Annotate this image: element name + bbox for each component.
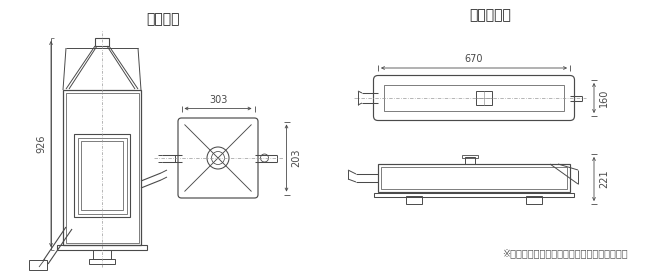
Bar xyxy=(384,85,564,111)
Bar xyxy=(77,138,126,213)
Text: ※寸法などはニーズに合わせて設計致します。: ※寸法などはニーズに合わせて設計致します。 xyxy=(502,248,628,258)
Bar xyxy=(475,91,491,105)
Bar xyxy=(378,164,570,192)
Bar xyxy=(381,167,567,189)
Text: 160: 160 xyxy=(599,89,609,107)
Text: トンネル型: トンネル型 xyxy=(469,8,511,22)
Bar xyxy=(95,38,109,46)
Bar xyxy=(462,155,478,158)
Bar xyxy=(374,192,574,197)
Bar xyxy=(81,141,123,210)
Bar xyxy=(29,260,47,270)
Bar xyxy=(406,196,422,204)
Bar xyxy=(89,259,115,264)
Text: 221: 221 xyxy=(599,170,609,188)
Bar xyxy=(66,93,139,242)
Text: 670: 670 xyxy=(465,55,483,64)
Bar xyxy=(465,157,475,164)
Bar xyxy=(93,250,111,259)
Bar xyxy=(63,90,141,245)
Bar xyxy=(57,245,147,250)
Text: 203: 203 xyxy=(292,149,301,167)
Text: 303: 303 xyxy=(209,95,227,105)
Bar xyxy=(74,134,130,217)
Text: 926: 926 xyxy=(36,135,46,153)
Text: 流動層型: 流動層型 xyxy=(146,12,180,26)
Bar xyxy=(526,196,542,204)
